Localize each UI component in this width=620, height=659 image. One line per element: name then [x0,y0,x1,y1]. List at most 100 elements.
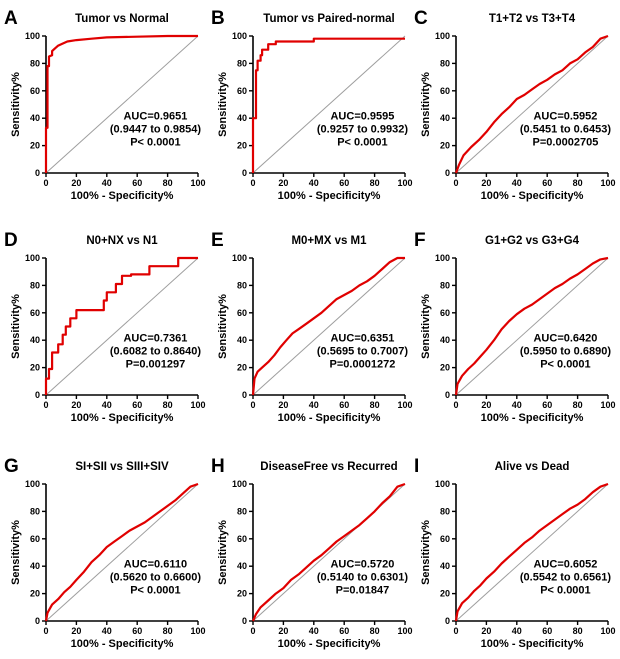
x-tick-label: 60 [339,178,349,188]
x-axis-label: 100% - Specificity% [481,638,584,650]
y-tick-label: 80 [30,506,40,516]
roc-curve-series-0 [251,482,406,622]
y-tick-label: 100 [232,479,247,489]
x-axis-label: 100% - Specificity% [278,412,381,424]
chart-title: T1+T2 vs T3+T4 [489,13,576,25]
auc-value: AUC=0.6420 [533,333,597,345]
y-tick-label: 60 [30,534,40,544]
p-value: P=0.01847 [336,585,390,597]
x-tick-label: 60 [132,178,142,188]
panel-letter: H [211,456,225,477]
chart-title: Tumor vs Paired-normal [263,13,394,25]
auc-confidence-interval: (0.9257 to 0.9932) [317,124,408,136]
reference-diagonal [252,257,406,396]
x-tick-label: 80 [163,400,173,410]
chart-title: N0+NX vs N1 [86,235,158,247]
y-tick-label: 0 [242,616,247,626]
y-tick-label: 100 [25,479,40,489]
x-tick-label: 80 [163,626,173,636]
reference-diagonal [455,257,609,396]
y-tick-label: 100 [25,253,40,263]
x-tick-label: 20 [481,178,491,188]
y-tick-label: 40 [237,561,247,571]
auc-value: AUC=0.9595 [330,111,394,123]
auc-confidence-interval: (0.9447 to 0.9854) [110,124,201,136]
reference-diagonal [45,483,199,622]
p-value: P< 0.0001 [130,585,180,597]
x-tick-label: 80 [163,178,173,188]
y-axis-label: Sensitivity% [10,520,22,585]
roc-panel-h: H DiseaseFree vs Recurred 0 20 40 60 80 100 0 20 4… [211,456,413,650]
x-tick-label: 40 [102,178,112,188]
p-value: P=0.0001272 [330,359,396,371]
auc-confidence-interval: (0.5620 to 0.6600) [110,572,201,584]
x-tick-label: 0 [250,178,255,188]
panel-letter: G [4,456,19,477]
y-tick-label: 20 [237,589,247,599]
p-value: P=0.0002705 [533,137,599,149]
y-tick-label: 80 [30,280,40,290]
y-tick-label: 40 [30,113,40,123]
y-tick-label: 20 [440,589,450,599]
panel-letter: B [211,8,225,29]
y-tick-label: 0 [35,168,40,178]
y-axis-label: Sensitivity% [420,72,432,137]
x-tick-label: 60 [132,400,142,410]
x-tick-label: 0 [250,400,255,410]
panel-letter: E [211,230,224,251]
y-tick-label: 0 [445,168,450,178]
roc-panel-f: F G1+G2 vs G3+G4 0 20 40 60 80 100 0 20 40 60 80 100 1… [414,230,616,424]
y-tick-label: 60 [440,534,450,544]
y-tick-label: 60 [237,86,247,96]
y-tick-label: 40 [440,335,450,345]
y-tick-label: 40 [440,561,450,571]
x-tick-label: 60 [542,626,552,636]
x-axis-label: 100% - Specificity% [71,412,174,424]
y-tick-label: 80 [440,506,450,516]
y-tick-label: 60 [237,534,247,544]
y-tick-label: 100 [435,479,450,489]
p-value: P< 0.0001 [540,359,590,371]
panel-letter: D [4,230,18,251]
roc-curve-series-0 [44,34,198,173]
x-tick-label: 80 [370,400,380,410]
x-tick-label: 80 [370,626,380,636]
x-tick-label: 40 [512,626,522,636]
x-tick-label: 0 [453,400,458,410]
auc-confidence-interval: (0.5542 to 0.6561) [520,572,611,584]
chart-title: DiseaseFree vs Recurred [260,461,397,473]
y-tick-label: 60 [30,308,40,318]
x-tick-label: 0 [453,178,458,188]
x-axis-label: 100% - Specificity% [278,190,381,202]
x-tick-label: 100 [190,626,205,636]
y-axis-label: Sensitivity% [217,294,229,359]
roc-curve-series-0 [454,482,609,622]
x-tick-label: 80 [573,626,583,636]
x-tick-label: 100 [190,400,205,410]
y-axis-label: Sensitivity% [10,72,22,137]
y-tick-label: 40 [30,561,40,571]
roc-panel-i: I Alive vs Dead 0 20 40 60 80 100 0 20 40 60 80 100 10… [414,456,616,650]
x-tick-label: 20 [481,400,491,410]
roc-panel-e: E M0+MX vs M1 0 20 40 60 80 100 0 20 40 60 80 100 100%… [211,230,413,424]
y-tick-label: 20 [30,363,40,373]
roc-curve-series-0 [454,34,609,174]
x-tick-label: 100 [190,178,205,188]
auc-value: AUC=0.5952 [533,111,597,123]
y-tick-label: 60 [440,308,450,318]
x-tick-label: 60 [542,400,552,410]
x-axis-label: 100% - Specificity% [278,638,381,650]
roc-curve-series-0 [44,482,199,622]
roc-curve-series-0 [454,256,609,396]
auc-value: AUC=0.6351 [330,333,394,345]
y-tick-label: 20 [440,363,450,373]
chart-title: G1+G2 vs G3+G4 [485,235,580,247]
roc-panel-d: D N0+NX vs N1 0 20 40 60 80 100 0 20 40 60 80 100 100%… [4,230,206,424]
panel-letter: A [4,8,18,29]
x-tick-label: 0 [453,626,458,636]
y-tick-label: 0 [445,616,450,626]
y-tick-label: 60 [237,308,247,318]
y-tick-label: 20 [237,363,247,373]
y-tick-label: 80 [237,58,247,68]
